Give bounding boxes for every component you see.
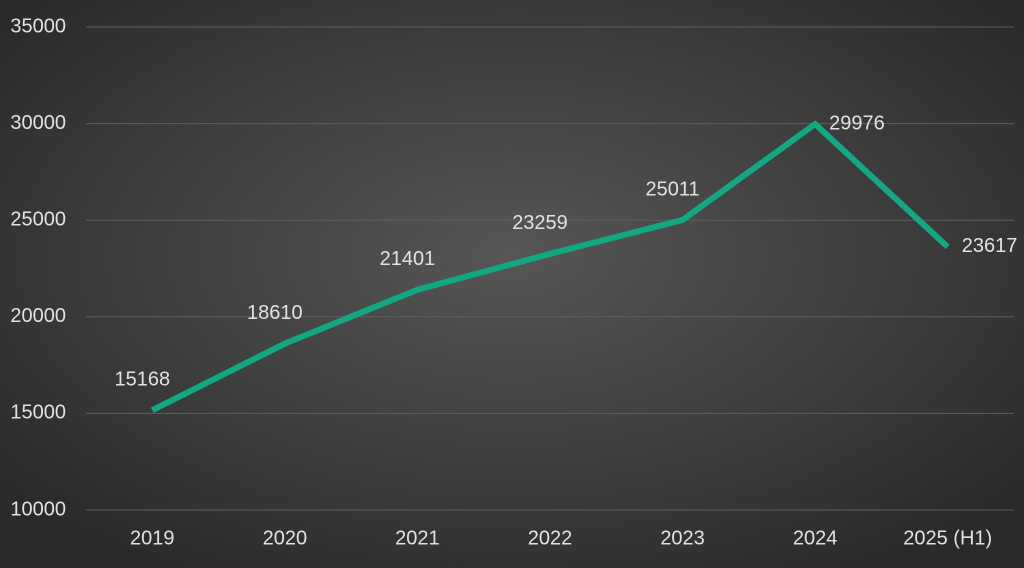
data-label: 23259	[512, 212, 568, 234]
data-label: 18610	[247, 302, 303, 324]
x-tick-label: 2019	[130, 527, 175, 549]
y-tick-label: 35000	[10, 15, 66, 37]
data-label: 29976	[829, 112, 885, 134]
data-label: 15168	[114, 368, 170, 390]
y-tick-label: 20000	[10, 305, 66, 327]
data-label: 25011	[646, 178, 700, 200]
data-line	[150, 120, 950, 413]
y-tick-label: 25000	[10, 208, 66, 230]
x-tick-label: 2020	[263, 527, 308, 549]
x-tick-label: 2024	[793, 527, 838, 549]
y-tick-label: 30000	[10, 112, 66, 134]
x-tick-label: 2025 (H1)	[903, 527, 992, 549]
y-tick-label: 15000	[10, 402, 66, 424]
y-tick-label: 10000	[10, 498, 66, 520]
x-tick-label: 2021	[395, 527, 440, 549]
x-tick-label: 2023	[660, 527, 705, 549]
data-label: 23617	[962, 235, 1018, 257]
x-tick-label: 2022	[528, 527, 573, 549]
data-label: 21401	[380, 248, 436, 270]
